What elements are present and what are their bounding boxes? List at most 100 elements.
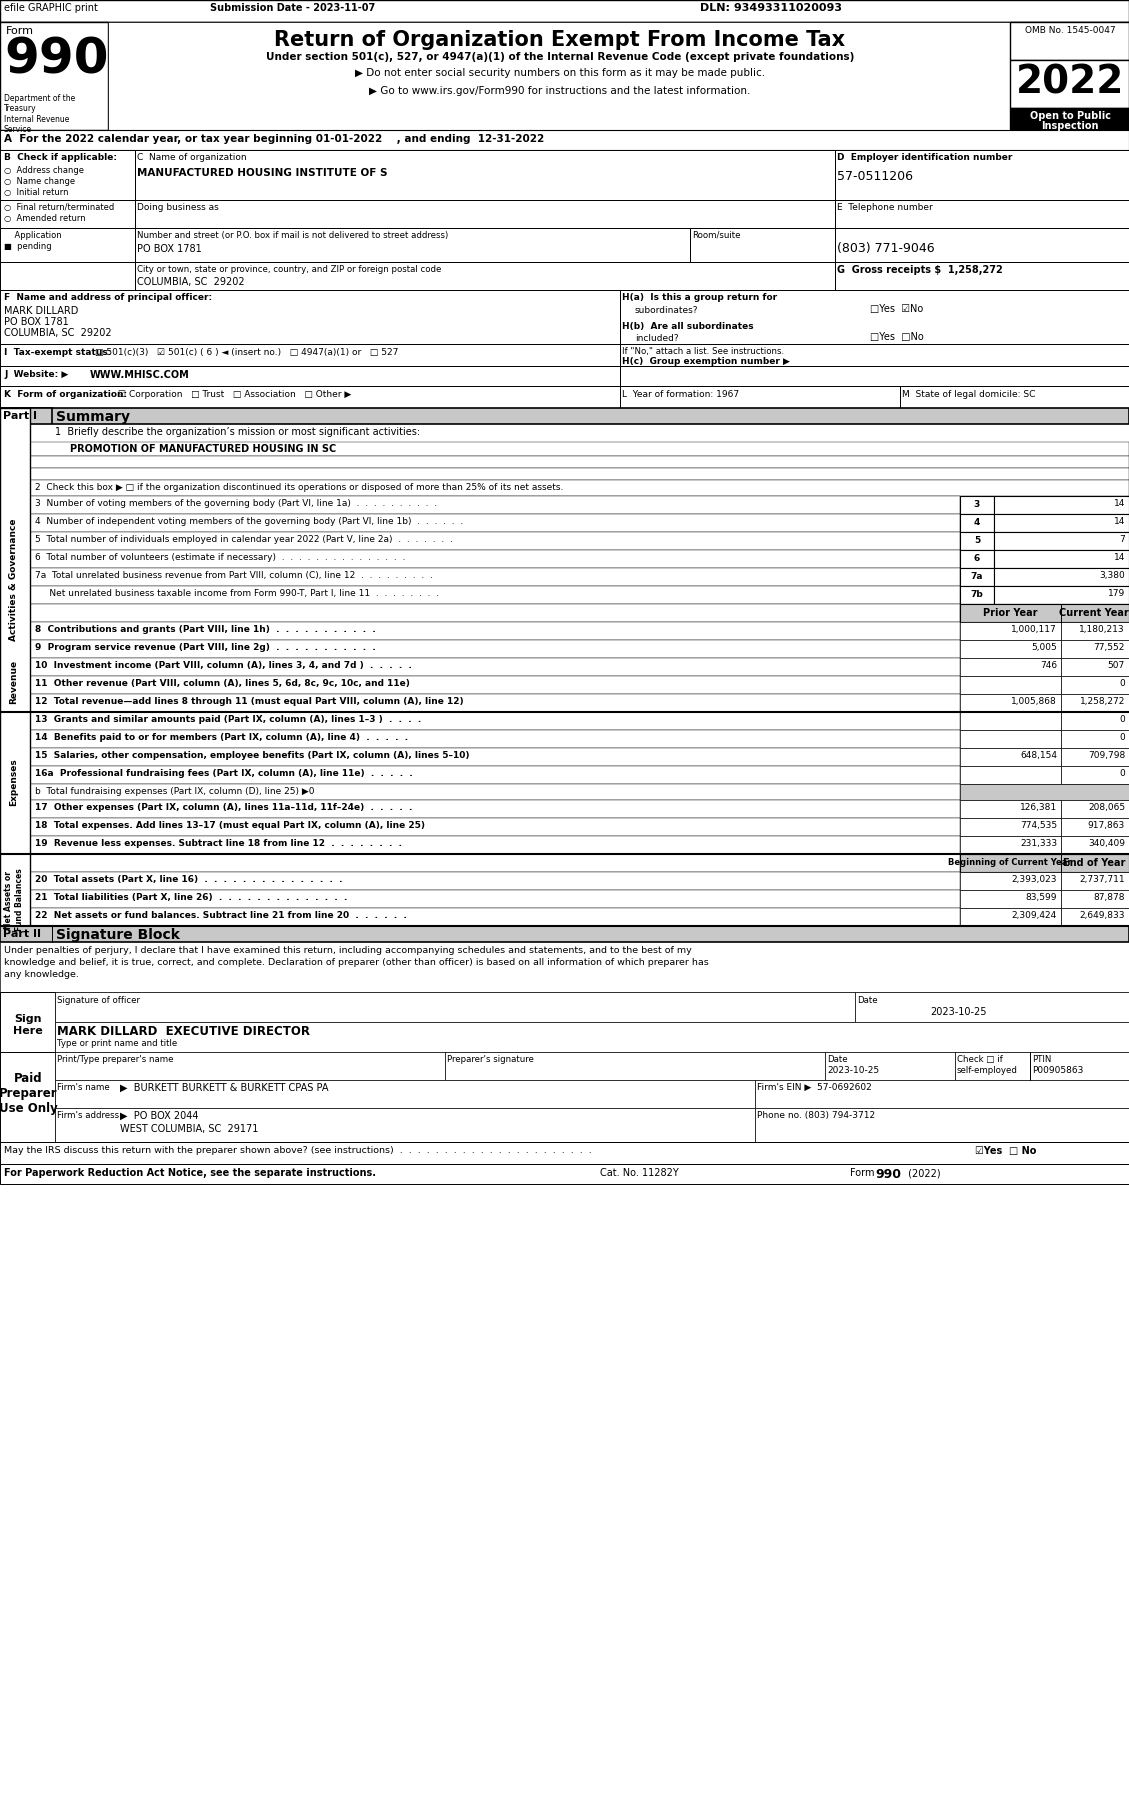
Bar bbox=[1061, 658, 1129, 677]
Text: 9  Program service revenue (Part VIII, line 2g)  .  .  .  .  .  .  .  .  .  .  .: 9 Program service revenue (Part VIII, li… bbox=[35, 642, 376, 651]
Text: Part I: Part I bbox=[3, 412, 37, 421]
Text: Under section 501(c), 527, or 4947(a)(1) of the Internal Revenue Code (except pr: Under section 501(c), 527, or 4947(a)(1)… bbox=[265, 53, 855, 62]
Text: 1,258,272: 1,258,272 bbox=[1079, 697, 1124, 706]
Bar bbox=[960, 854, 1129, 873]
Bar bbox=[30, 586, 960, 604]
Text: 83,599: 83,599 bbox=[1025, 892, 1057, 902]
Text: ▶ Do not enter social security numbers on this form as it may be made public.: ▶ Do not enter social security numbers o… bbox=[355, 67, 765, 78]
Text: 5,005: 5,005 bbox=[1031, 642, 1057, 651]
Text: ○  Name change: ○ Name change bbox=[5, 178, 76, 187]
Text: Paid
Preparer
Use Only: Paid Preparer Use Only bbox=[0, 1072, 58, 1116]
Text: 340,409: 340,409 bbox=[1088, 840, 1124, 847]
Bar bbox=[960, 550, 994, 568]
Bar bbox=[30, 658, 960, 677]
Text: □Yes  ☑No: □Yes ☑No bbox=[870, 305, 924, 314]
Text: OMB No. 1545-0047: OMB No. 1545-0047 bbox=[1025, 25, 1115, 34]
Bar bbox=[30, 622, 960, 640]
Text: 1  Briefly describe the organization’s mission or most significant activities:: 1 Briefly describe the organization’s mi… bbox=[55, 426, 420, 437]
Text: 7: 7 bbox=[1119, 535, 1124, 544]
Bar bbox=[55, 992, 855, 1021]
Text: Firm's EIN ▶  57-0692602: Firm's EIN ▶ 57-0692602 bbox=[758, 1083, 872, 1092]
Bar bbox=[30, 568, 960, 586]
Bar bbox=[55, 1052, 445, 1079]
Text: Summary: Summary bbox=[56, 410, 130, 424]
Bar bbox=[835, 229, 1129, 261]
Text: 2,309,424: 2,309,424 bbox=[1012, 911, 1057, 920]
Text: 1,005,868: 1,005,868 bbox=[1012, 697, 1057, 706]
Bar bbox=[960, 677, 1061, 695]
Bar bbox=[960, 640, 1061, 658]
Text: ○  Amended return: ○ Amended return bbox=[5, 214, 86, 223]
Text: Under penalties of perjury, I declare that I have examined this return, includin: Under penalties of perjury, I declare th… bbox=[5, 945, 692, 954]
Text: Print/Type preparer's name: Print/Type preparer's name bbox=[56, 1056, 174, 1065]
Bar bbox=[30, 513, 960, 532]
Text: 14: 14 bbox=[1113, 499, 1124, 508]
Text: 208,065: 208,065 bbox=[1088, 804, 1124, 813]
Text: PROMOTION OF MANUFACTURED HOUSING IN SC: PROMOTION OF MANUFACTURED HOUSING IN SC bbox=[70, 444, 336, 454]
Text: 774,535: 774,535 bbox=[1019, 822, 1057, 831]
Bar bbox=[1061, 836, 1129, 854]
Text: 14  Benefits paid to or for members (Part IX, column (A), line 4)  .  .  .  .  .: 14 Benefits paid to or for members (Part… bbox=[35, 733, 408, 742]
Bar bbox=[755, 1079, 1129, 1108]
Bar bbox=[0, 455, 1129, 468]
Text: 11  Other revenue (Part VIII, column (A), lines 5, 6d, 8c, 9c, 10c, and 11e): 11 Other revenue (Part VIII, column (A),… bbox=[35, 678, 410, 688]
Bar bbox=[1010, 109, 1129, 131]
Bar bbox=[30, 481, 1129, 495]
Bar bbox=[30, 873, 960, 891]
Bar bbox=[960, 800, 1061, 818]
Bar bbox=[960, 766, 1061, 784]
Bar bbox=[960, 784, 1129, 800]
Text: 57-0511206: 57-0511206 bbox=[837, 171, 913, 183]
Bar bbox=[0, 261, 135, 290]
Text: Signature of officer: Signature of officer bbox=[56, 996, 140, 1005]
Text: 2,649,833: 2,649,833 bbox=[1079, 911, 1124, 920]
Bar bbox=[755, 1108, 1129, 1143]
Text: 20  Total assets (Part X, line 16)  .  .  .  .  .  .  .  .  .  .  .  .  .  .  .: 20 Total assets (Part X, line 16) . . . … bbox=[35, 874, 342, 883]
Text: Department of the
Treasury
Internal Revenue
Service: Department of the Treasury Internal Reve… bbox=[5, 94, 76, 134]
Text: 22  Net assets or fund balances. Subtract line 21 from line 20  .  .  .  .  .  .: 22 Net assets or fund balances. Subtract… bbox=[35, 911, 406, 920]
Text: 7b: 7b bbox=[971, 590, 983, 599]
Text: 14: 14 bbox=[1113, 553, 1124, 562]
Text: 917,863: 917,863 bbox=[1087, 822, 1124, 831]
Bar bbox=[960, 658, 1061, 677]
Text: □ 501(c)(3)   ☑ 501(c) ( 6 ) ◄ (insert no.)   □ 4947(a)(1) or   □ 527: □ 501(c)(3) ☑ 501(c) ( 6 ) ◄ (insert no.… bbox=[95, 348, 399, 357]
Text: ☑ Corporation   □ Trust   □ Association   □ Other ▶: ☑ Corporation □ Trust □ Association □ Ot… bbox=[119, 390, 351, 399]
Text: 87,878: 87,878 bbox=[1094, 892, 1124, 902]
Bar bbox=[0, 200, 135, 229]
Bar bbox=[0, 408, 52, 424]
Text: 7a  Total unrelated business revenue from Part VIII, column (C), line 12  .  .  : 7a Total unrelated business revenue from… bbox=[35, 571, 432, 580]
Bar bbox=[994, 586, 1129, 604]
Bar bbox=[994, 568, 1129, 586]
Text: H(a)  Is this a group return for: H(a) Is this a group return for bbox=[622, 294, 777, 301]
Text: 14: 14 bbox=[1113, 517, 1124, 526]
Text: Phone no. (803) 794-3712: Phone no. (803) 794-3712 bbox=[758, 1110, 875, 1119]
Bar bbox=[30, 800, 960, 818]
Bar bbox=[30, 532, 960, 550]
Bar bbox=[30, 640, 960, 658]
Bar bbox=[0, 992, 55, 1052]
Bar bbox=[620, 290, 1129, 345]
Text: ▶  BURKETT BURKETT & BURKETT CPAS PA: ▶ BURKETT BURKETT & BURKETT CPAS PA bbox=[120, 1083, 329, 1094]
Bar bbox=[620, 386, 900, 408]
Text: MARK DILLARD: MARK DILLARD bbox=[5, 307, 78, 316]
Text: 990: 990 bbox=[875, 1168, 901, 1181]
Bar bbox=[960, 604, 1129, 622]
Text: Net unrelated business taxable income from Form 990-T, Part I, line 11  .  .  . : Net unrelated business taxable income fr… bbox=[35, 590, 439, 599]
Text: Submission Date - 2023-11-07: Submission Date - 2023-11-07 bbox=[210, 4, 375, 13]
Bar bbox=[55, 1108, 755, 1143]
Bar bbox=[1061, 713, 1129, 729]
Bar bbox=[0, 1165, 1129, 1185]
Text: D  Employer identification number: D Employer identification number bbox=[837, 152, 1013, 161]
Bar bbox=[0, 1052, 55, 1143]
Bar bbox=[0, 345, 620, 366]
Text: PO BOX 1781: PO BOX 1781 bbox=[137, 245, 202, 254]
Text: 1,000,117: 1,000,117 bbox=[1012, 626, 1057, 635]
Text: Firm's address: Firm's address bbox=[56, 1110, 120, 1119]
Text: End of Year: End of Year bbox=[1062, 858, 1126, 869]
Text: 2023-10-25: 2023-10-25 bbox=[930, 1007, 987, 1018]
Text: Sign
Here: Sign Here bbox=[14, 1014, 43, 1036]
Text: E  Telephone number: E Telephone number bbox=[837, 203, 933, 212]
Bar bbox=[855, 992, 1129, 1021]
Text: 12  Total revenue—add lines 8 through 11 (must equal Part VIII, column (A), line: 12 Total revenue—add lines 8 through 11 … bbox=[35, 697, 464, 706]
Text: 21  Total liabilities (Part X, line 26)  .  .  .  .  .  .  .  .  .  .  .  .  .  : 21 Total liabilities (Part X, line 26) .… bbox=[35, 892, 348, 902]
